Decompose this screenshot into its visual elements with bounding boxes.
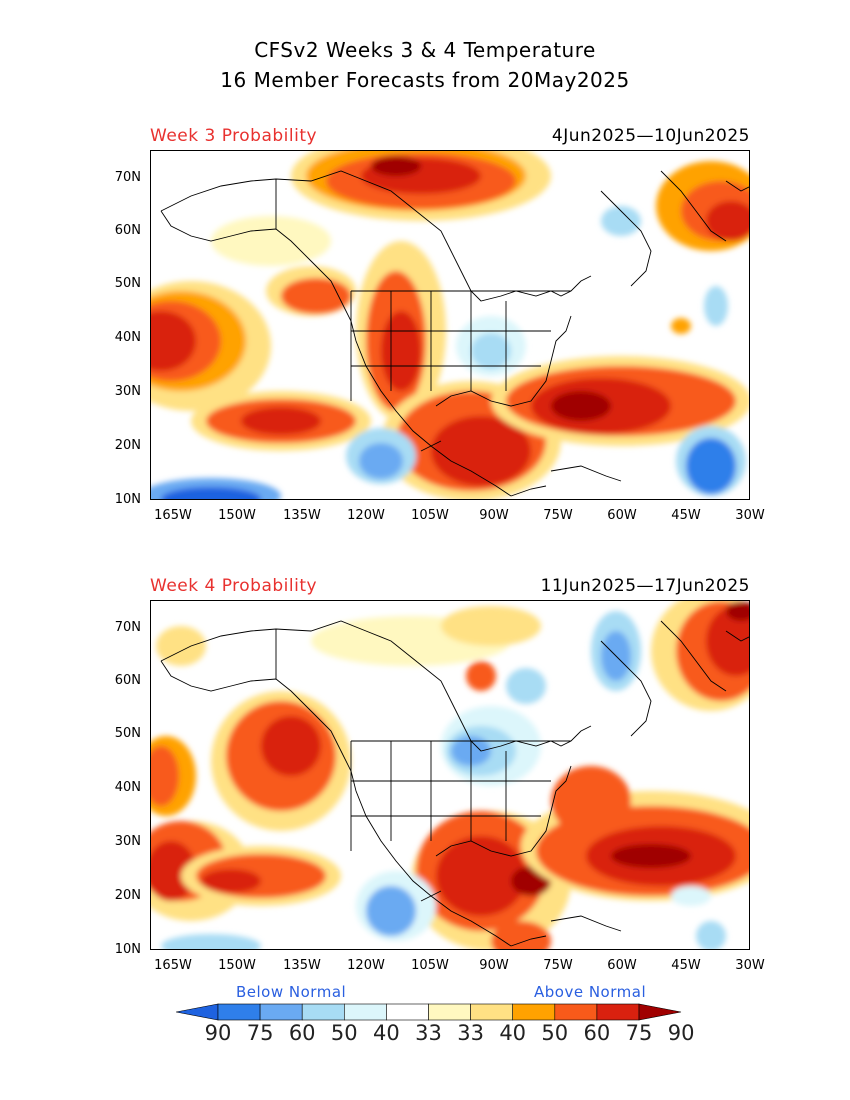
week4-label: Week 4 Probability [150, 576, 318, 596]
xtick: 120W [347, 508, 385, 523]
ytick: 60N [114, 673, 141, 688]
ytick: 40N [114, 780, 141, 795]
legend-swatch [259, 1003, 303, 1021]
week3-label: Week 3 Probability [150, 126, 318, 146]
legend-value: 90 [204, 1021, 232, 1045]
xtick: 45W [671, 958, 701, 973]
xtick: 120W [347, 958, 385, 973]
ytick: 30N [114, 384, 141, 399]
xtick: 150W [218, 958, 256, 973]
xtick: 165W [154, 508, 192, 523]
legend-swatch [470, 1003, 514, 1021]
ytick: 40N [114, 330, 141, 345]
legend-value: 40 [373, 1021, 400, 1045]
week3-dates: 4Jun2025—10Jun2025 [551, 126, 750, 146]
ytick: 10N [114, 942, 141, 957]
legend-swatch [428, 1003, 471, 1021]
legend-value: 50 [330, 1021, 358, 1045]
legend-value: 60 [583, 1021, 611, 1045]
xtick: 165W [154, 958, 192, 973]
xtick: 30W [735, 508, 765, 523]
legend-value: 60 [288, 1021, 316, 1045]
xtick: 105W [411, 958, 449, 973]
legend-swatch [596, 1003, 640, 1021]
ytick: 50N [114, 726, 141, 741]
week3-map [150, 150, 750, 500]
legend-swatch [386, 1003, 429, 1021]
ytick: 20N [114, 888, 141, 903]
legend-value: 33 [457, 1021, 484, 1045]
week4-map [150, 600, 750, 950]
week3-map-svg [151, 151, 749, 499]
legend-value: 90 [667, 1021, 695, 1045]
legend-value: 50 [541, 1021, 569, 1045]
xtick: 90W [479, 958, 509, 973]
xtick: 75W [543, 508, 573, 523]
title-line-1: CFSv2 Weeks 3 & 4 Temperature [254, 38, 596, 62]
xtick: 90W [479, 508, 509, 523]
ytick: 60N [114, 223, 141, 238]
ytick: 30N [114, 834, 141, 849]
legend-value: 40 [499, 1021, 527, 1045]
title-line-2: 16 Member Forecasts from 20May2025 [220, 68, 630, 92]
week4-dates: 11Jun2025—17Jun2025 [540, 576, 750, 596]
legend-swatch [554, 1003, 598, 1021]
legend-value: 75 [625, 1021, 653, 1045]
week4-map-svg [151, 601, 749, 949]
ytick: 70N [114, 170, 141, 185]
ytick: 50N [114, 276, 141, 291]
legend-colorbar [176, 1003, 682, 1021]
legend-swatch [344, 1003, 387, 1021]
legend-below-label: Below Normal [236, 983, 347, 1001]
xtick: 135W [283, 958, 321, 973]
legend-swatch [217, 1003, 261, 1021]
xtick: 150W [218, 508, 256, 523]
xtick: 60W [607, 508, 637, 523]
ytick: 70N [114, 620, 141, 635]
xtick: 45W [671, 508, 701, 523]
ytick: 20N [114, 438, 141, 453]
xtick: 60W [607, 958, 637, 973]
legend-value: 75 [246, 1021, 274, 1045]
legend-swatch [176, 1003, 219, 1021]
legend-value: 33 [415, 1021, 442, 1045]
legend-swatch [638, 1003, 682, 1021]
xtick: 135W [283, 508, 321, 523]
xtick: 105W [411, 508, 449, 523]
legend-swatch [512, 1003, 556, 1021]
legend-swatch [301, 1003, 345, 1021]
xtick: 30W [735, 958, 765, 973]
xtick: 75W [543, 958, 573, 973]
ytick: 10N [114, 492, 141, 507]
legend-above-label: Above Normal [534, 983, 647, 1001]
